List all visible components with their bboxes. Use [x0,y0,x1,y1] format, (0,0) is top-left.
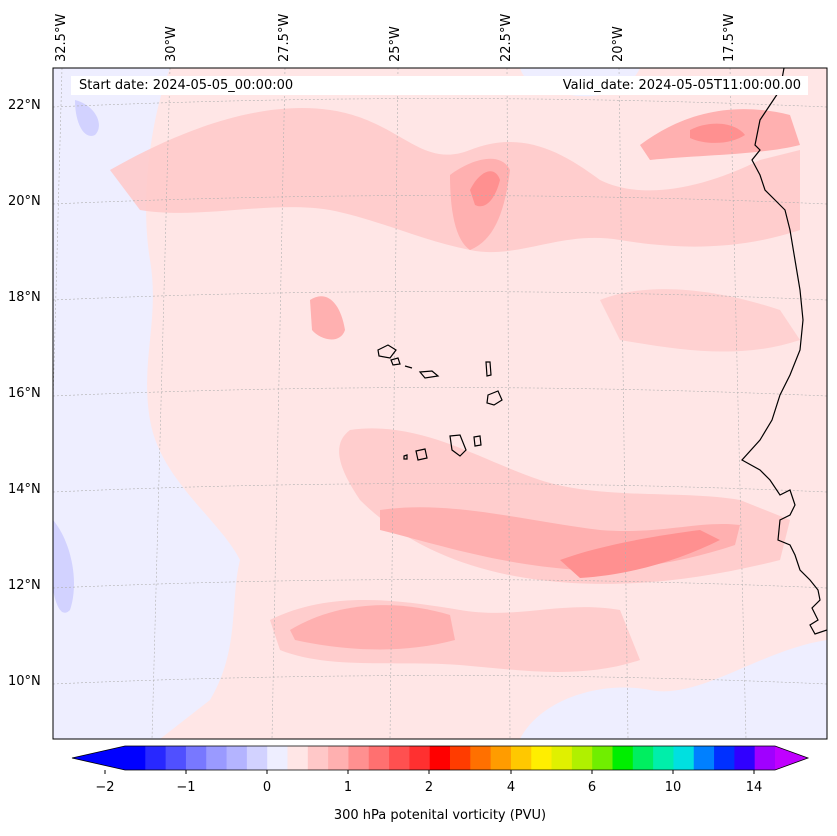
info-bar [71,76,808,95]
island-santo-antao [377,344,397,359]
colorbar [71,745,810,774]
colorbar-segment [470,746,492,770]
colorbar-segment [653,746,674,770]
colorbar-segment [450,746,471,770]
colorbar-tick-label: 1 [343,780,353,795]
colorbar-segment [165,746,187,770]
colorbar-segment [348,746,370,770]
lon-label: 25°W [388,26,403,62]
lon-label: 30°W [164,26,179,62]
lat-label: 20°N [8,194,41,209]
low-pv-region-west-inner [53,520,74,613]
colorbar-segment [246,746,268,770]
colorbar-segment [307,746,329,770]
island-sao-vicente [390,357,401,366]
pv-band-strong-5 [470,171,500,207]
colorbar-tick-label: 2 [424,780,434,795]
colorbar-segment [409,746,431,770]
colorbar-tick-label: −1 [176,780,196,795]
map-frame [52,67,828,740]
lat-label: 14°N [8,482,41,497]
pv-band-strong-3 [290,605,455,650]
colorbar-tick-label: 10 [664,780,682,795]
colorbar-segment [673,746,695,770]
low-pv-region-west [53,68,240,739]
colorbar-segment [267,746,288,770]
colorbar-segment [368,746,390,770]
lon-label: 32.5°W [54,13,69,62]
colorbar-segment [592,746,613,770]
island-santiago [449,434,467,457]
island-maio [473,435,482,447]
colorbar-title: 300 hPa potenital vorticity (PVU) [333,808,547,823]
pv-band-strong-8 [310,296,345,340]
valid-date-label: Valid_date: 2024-05-05T11:00:00.00 [562,78,801,93]
colorbar-segment [429,746,451,770]
colorbar-tick-label: 6 [587,780,597,795]
lat-label: 12°N [8,578,41,593]
lon-label: 27.5°W [277,13,292,62]
island-brava [403,454,408,460]
colorbar-segment [754,746,776,770]
island-boa-vista [486,390,503,406]
low-pv-region-west-nw [75,100,99,136]
island-sao-nicolau [404,365,413,369]
pv-band-4 [600,289,800,352]
colorbar-segment [226,746,248,770]
colorbar-segment [185,746,207,770]
colorbar-segment [632,746,654,770]
africa-coastline [741,68,827,635]
colorbar-segment [734,746,756,770]
lat-label: 22°N [8,98,41,113]
colorbar-segment [510,746,532,770]
colorbar-segment [328,746,349,770]
lat-label: 16°N [8,386,41,401]
start-date-label: Start date: 2024-05-05_00:00:00 [79,78,294,93]
lon-label: 20°W [611,26,626,62]
colorbar-segment [125,746,146,770]
colorbar-under-arrow [72,746,125,770]
colorbar-outline [71,745,810,771]
island-santa-luzia [418,370,440,379]
low-pv-region-south-east [520,640,827,739]
colorbar-segment [571,746,593,770]
colorbar-segment [551,746,573,770]
lon-label: 17.5°W [722,13,737,62]
colorbar-segment [145,746,167,770]
colorbar-tick-label: 0 [262,780,272,795]
colorbar-segment [531,746,553,770]
colorbar-segment [389,746,410,770]
colorbar-segment [714,746,735,770]
coastline [377,68,827,635]
colorbar-over-arrow [775,746,808,770]
colorbar-segment [612,746,634,770]
island-sal [485,361,492,377]
colorbar-tick-label: 4 [506,780,516,795]
colorbar-segment [206,746,228,770]
lon-label: 22.5°W [499,13,514,62]
colorbar-segment [693,746,715,770]
lat-label: 18°N [8,290,41,305]
colorbar-tick-label: −2 [95,780,115,795]
colorbar-tick-label: 14 [745,780,763,795]
colorbar-segment [490,746,512,770]
pv-band-strong-2 [560,530,720,578]
colorbar-segment [287,746,309,770]
island-fogo [415,448,428,461]
lat-label: 10°N [8,674,41,689]
